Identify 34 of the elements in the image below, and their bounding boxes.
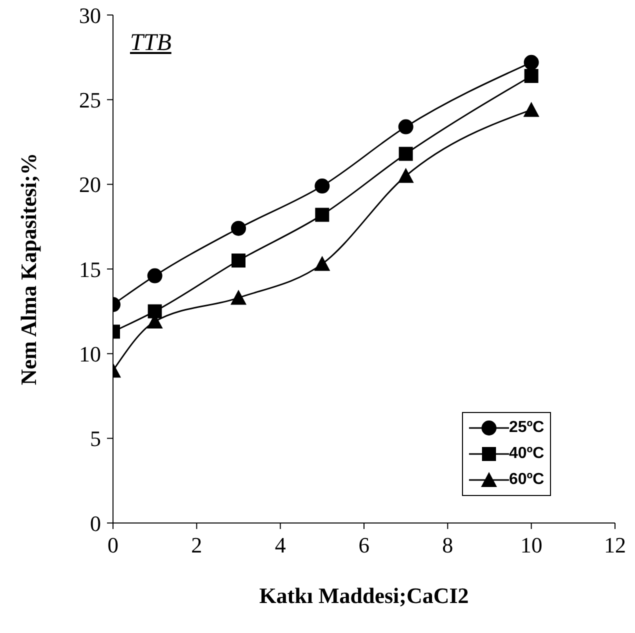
x-axis-title: Katkı Maddesi;CaCI2 xyxy=(259,583,469,608)
y-tick-label: 25 xyxy=(79,87,101,112)
y-tick-label: 5 xyxy=(90,426,101,452)
legend-label: 60ºC xyxy=(509,471,544,489)
x-tick-label: 12 xyxy=(604,532,626,558)
point xyxy=(148,304,162,318)
x-tick-label: 0 xyxy=(108,532,118,558)
y-tick-label: 0 xyxy=(90,510,101,536)
legend-label: 25ºC xyxy=(509,419,544,437)
point xyxy=(315,208,330,222)
x-tick-label: 2 xyxy=(191,532,202,558)
point xyxy=(398,146,413,161)
y-tick-label: 30 xyxy=(79,2,101,28)
point xyxy=(523,102,540,117)
y-axis-title: Nem Alma Kapasitesi;% xyxy=(16,152,41,386)
point xyxy=(314,178,330,194)
point xyxy=(230,290,246,305)
y-tick-label: 20 xyxy=(79,172,101,198)
point xyxy=(232,254,246,268)
x-tick-label: 4 xyxy=(274,532,286,558)
y-tick-label: 15 xyxy=(79,256,101,282)
x-tick-label: 6 xyxy=(358,532,370,558)
x-tick-label: 8 xyxy=(442,532,454,558)
x-tick-label: 10 xyxy=(520,532,542,558)
y-tick-label: 10 xyxy=(79,341,101,366)
point xyxy=(524,54,539,70)
point xyxy=(398,119,414,134)
legend-label: 40ºC xyxy=(509,445,544,463)
point xyxy=(398,168,414,183)
point xyxy=(314,256,330,271)
point xyxy=(524,68,538,83)
point xyxy=(147,268,162,284)
annotation: TTB xyxy=(130,30,172,57)
point xyxy=(231,220,246,236)
